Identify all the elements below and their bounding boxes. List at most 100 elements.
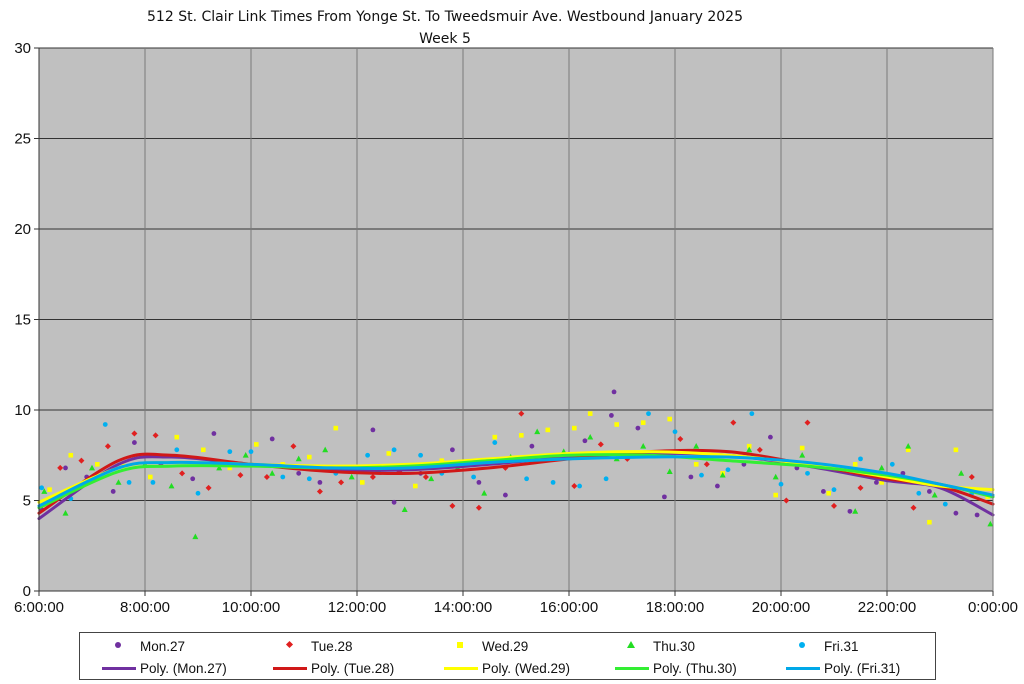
line-swatch-icon bbox=[102, 661, 136, 675]
data-point bbox=[662, 494, 667, 500]
data-point bbox=[391, 447, 397, 453]
data-point bbox=[968, 473, 975, 480]
data-point bbox=[852, 508, 859, 514]
data-point bbox=[905, 447, 911, 453]
data-point bbox=[805, 470, 810, 476]
data-point bbox=[688, 474, 694, 480]
data-point bbox=[104, 443, 111, 450]
legend-item-poly-mon: Poly. (Mon.27) bbox=[102, 657, 227, 679]
data-point bbox=[348, 473, 355, 480]
data-point bbox=[211, 431, 217, 436]
data-point bbox=[290, 443, 297, 450]
data-point bbox=[746, 443, 752, 449]
data-point bbox=[931, 491, 938, 498]
trendline bbox=[37, 455, 995, 508]
data-point bbox=[428, 475, 435, 482]
data-point bbox=[942, 501, 948, 507]
square-marker-icon bbox=[444, 639, 478, 653]
legend-item-tue: Tue.28 bbox=[273, 635, 353, 657]
data-point bbox=[874, 480, 879, 485]
data-point bbox=[449, 502, 456, 509]
x-tick-label: 18:00:00 bbox=[646, 599, 704, 616]
data-point bbox=[317, 480, 323, 485]
legend-item-poly-tue: Poly. (Tue.28) bbox=[273, 657, 394, 679]
data-point bbox=[910, 504, 917, 511]
data-point bbox=[62, 509, 69, 516]
data-point bbox=[132, 440, 137, 445]
legend-item-poly-thu: Poly. (Thu.30) bbox=[615, 657, 737, 679]
data-point bbox=[597, 441, 604, 448]
data-point bbox=[927, 519, 932, 525]
data-point bbox=[280, 474, 286, 480]
legend-label: Tue.28 bbox=[311, 638, 353, 654]
data-point bbox=[756, 446, 763, 453]
line-swatch-icon bbox=[444, 661, 478, 675]
data-point bbox=[571, 483, 578, 490]
line-swatch-icon bbox=[615, 661, 649, 675]
legend-item-poly-wed: Poly. (Wed.29) bbox=[444, 657, 570, 679]
data-point bbox=[889, 461, 895, 467]
data-point bbox=[529, 443, 535, 449]
legend-label: Poly. (Fri.31) bbox=[824, 660, 901, 676]
data-point bbox=[306, 476, 312, 482]
legend-item-mon: Mon.27 bbox=[102, 635, 185, 657]
data-point bbox=[126, 480, 132, 485]
data-point bbox=[195, 490, 201, 496]
data-point bbox=[635, 425, 641, 431]
data-point bbox=[799, 445, 805, 451]
data-point bbox=[269, 436, 275, 442]
x-tick-label: 14:00:00 bbox=[434, 599, 492, 616]
trendline bbox=[37, 453, 995, 510]
data-point bbox=[953, 510, 959, 516]
data-point bbox=[749, 411, 755, 417]
data-point bbox=[148, 474, 153, 480]
data-point bbox=[418, 452, 423, 458]
legend-label: Fri.31 bbox=[824, 638, 859, 654]
data-point bbox=[677, 435, 684, 442]
data-point bbox=[773, 492, 778, 498]
legend-item-poly-fri: Poly. (Fri.31) bbox=[786, 657, 900, 679]
x-tick-label: 12:00:00 bbox=[328, 599, 386, 616]
data-point bbox=[534, 428, 541, 435]
data-point bbox=[41, 488, 48, 494]
data-point bbox=[190, 476, 196, 482]
data-point bbox=[295, 455, 302, 462]
data-point bbox=[150, 480, 156, 485]
data-point bbox=[640, 443, 647, 449]
data-point bbox=[768, 434, 773, 440]
legend-item-thu: Thu.30 bbox=[615, 635, 695, 657]
data-point bbox=[672, 429, 678, 435]
data-point bbox=[715, 483, 720, 489]
data-point bbox=[269, 470, 276, 476]
gridlines bbox=[39, 47, 993, 591]
data-point bbox=[826, 490, 831, 496]
legend-label: Thu.30 bbox=[653, 638, 696, 654]
data-point bbox=[307, 454, 312, 460]
data-point bbox=[847, 508, 853, 514]
data-point bbox=[666, 468, 673, 474]
data-point bbox=[242, 452, 249, 458]
data-point bbox=[730, 419, 737, 426]
chart-subtitle: Week 5 bbox=[419, 31, 471, 47]
data-point bbox=[370, 427, 376, 433]
data-point bbox=[174, 447, 180, 453]
data-point bbox=[503, 492, 508, 498]
data-point bbox=[216, 464, 223, 471]
data-point bbox=[746, 446, 753, 453]
data-point bbox=[799, 452, 806, 458]
data-point bbox=[614, 422, 619, 427]
data-point bbox=[78, 457, 85, 464]
legend-row-markers: Mon.27 Tue.28 Wed.29 Thu.30 Fri.31 bbox=[80, 635, 935, 657]
data-point bbox=[471, 474, 476, 480]
data-point bbox=[369, 473, 376, 480]
data-point bbox=[201, 447, 206, 453]
data-point bbox=[667, 416, 672, 422]
data-point bbox=[703, 461, 710, 468]
data-point bbox=[987, 520, 994, 527]
y-tick-label: 30 bbox=[14, 40, 31, 57]
data-point bbox=[772, 473, 779, 480]
data-point bbox=[450, 447, 455, 453]
data-point bbox=[857, 484, 864, 491]
legend-row-trends: Poly. (Mon.27) Poly. (Tue.28) Poly. (Wed… bbox=[80, 657, 935, 679]
data-point bbox=[386, 451, 392, 456]
